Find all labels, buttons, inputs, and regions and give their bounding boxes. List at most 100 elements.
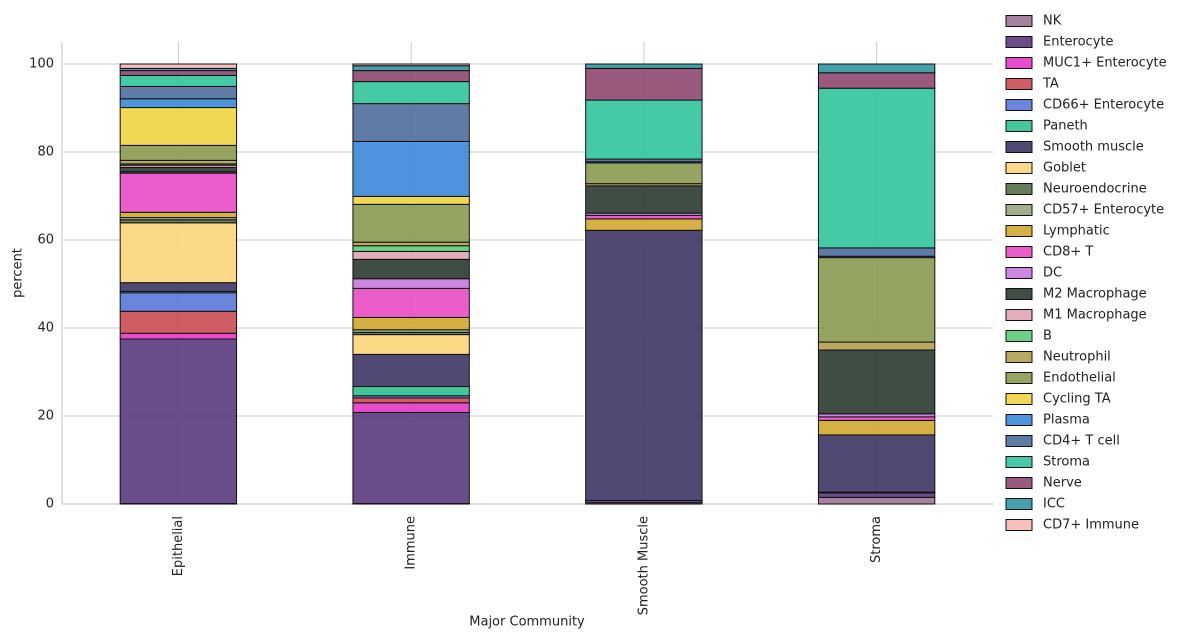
legend-swatch (1006, 394, 1032, 405)
bar-segment (353, 403, 469, 413)
legend-swatch (1006, 499, 1032, 510)
legend-swatch (1006, 289, 1032, 300)
bar-segment (120, 160, 236, 164)
bar-segment (353, 259, 469, 278)
bar-segment (353, 196, 469, 204)
legend-label: CD66+ Enterocyte (1043, 98, 1164, 113)
legend-swatch (1006, 163, 1032, 174)
legend-label: CD4+ T cell (1043, 434, 1120, 449)
legend-swatch (1006, 373, 1032, 384)
legend-label: TA (1042, 77, 1059, 92)
legend-swatch (1006, 142, 1032, 153)
y-tick-label: 40 (37, 321, 54, 336)
legend-swatch (1006, 331, 1032, 342)
legend-label: B (1043, 329, 1052, 344)
legend-label: Enterocyte (1043, 35, 1114, 50)
bar-segment (818, 248, 934, 256)
legend-label: CD8+ T (1043, 245, 1093, 260)
bar-segment (818, 350, 934, 414)
bar-segment (120, 167, 236, 171)
bar-segment (353, 104, 469, 142)
bar-segment (818, 88, 934, 248)
legend-label: DC (1043, 266, 1062, 281)
legend-label: Endothelial (1043, 371, 1116, 386)
bar-segment (818, 258, 934, 342)
bar-segment (120, 283, 236, 292)
bar-segment (818, 420, 934, 435)
legend-label: CD57+ Enterocyte (1043, 203, 1164, 218)
x-tick-label: Epithelial (171, 516, 186, 576)
legend-label: Smooth muscle (1043, 140, 1144, 155)
legend-swatch (1006, 226, 1032, 237)
bar-segment (818, 64, 934, 73)
bar-segment (353, 71, 469, 82)
legend-swatch (1006, 247, 1032, 258)
bar-segment (120, 75, 236, 86)
legend-label: M1 Macrophage (1043, 308, 1147, 323)
y-tick-label: 100 (29, 57, 54, 72)
bar-segment (586, 215, 702, 219)
bar-segment (120, 64, 236, 68)
legend-swatch (1006, 310, 1032, 321)
legend-swatch (1006, 58, 1032, 69)
bar-segment (818, 497, 934, 504)
bar-segment (120, 99, 236, 108)
legend-label: Goblet (1043, 161, 1086, 176)
y-axis-label: percent (11, 248, 26, 298)
legend-label: MUC1+ Enterocyte (1043, 56, 1167, 71)
bar-segment (818, 342, 934, 350)
bar-segment (353, 288, 469, 317)
legend-label: Cycling TA (1043, 392, 1111, 407)
legend-swatch (1006, 79, 1032, 90)
bar-segment (120, 293, 236, 311)
bar-segment (120, 333, 236, 339)
legend-label: M2 Macrophage (1043, 287, 1147, 302)
bar-segment (586, 186, 702, 213)
legend-swatch (1006, 37, 1032, 48)
legend-swatch (1006, 457, 1032, 468)
bar-segment (353, 335, 469, 355)
bar-segment (586, 100, 702, 159)
bar-segment (353, 398, 469, 403)
x-tick-label: Smooth Muscle (636, 516, 651, 615)
bar-segment (353, 64, 469, 66)
bar-segment (353, 242, 469, 246)
legend-label: Neuroendocrine (1043, 182, 1147, 197)
x-axis-label: Major Community (469, 615, 585, 630)
y-tick-label: 80 (37, 145, 54, 160)
legend-label: NK (1043, 14, 1062, 29)
legend-label: Neutrophil (1043, 350, 1111, 365)
legend-swatch (1006, 520, 1032, 531)
legend-swatch (1006, 205, 1032, 216)
y-tick-label: 20 (37, 409, 54, 424)
x-tick-label: Immune (404, 516, 419, 570)
bar-segment (353, 317, 469, 329)
legend-label: Paneth (1043, 119, 1088, 134)
legend-swatch (1006, 268, 1032, 279)
legend-swatch (1006, 415, 1032, 426)
bar-segment (120, 212, 236, 217)
bar-segment (120, 311, 236, 333)
bar-segment (353, 279, 469, 289)
legend-swatch (1006, 121, 1032, 132)
bar-segment (120, 108, 236, 146)
legend-swatch (1006, 100, 1032, 111)
bar-segment (586, 230, 702, 500)
bar-segment (818, 417, 934, 421)
legend-swatch (1006, 436, 1032, 447)
bar-segment (818, 493, 934, 497)
bar-segment (353, 251, 469, 259)
bar-segment (120, 223, 236, 283)
bar-segment (586, 163, 702, 184)
x-tick-label: Stroma (869, 516, 884, 563)
bar-segment (353, 141, 469, 196)
bar-segment (120, 339, 236, 504)
legend-label: Nerve (1043, 476, 1082, 491)
y-tick-label: 0 (46, 497, 54, 512)
bar-segment (353, 204, 469, 242)
bar-segment (353, 412, 469, 503)
bar-segment (120, 173, 236, 212)
bar-segment (120, 71, 236, 76)
legend-swatch (1006, 478, 1032, 489)
